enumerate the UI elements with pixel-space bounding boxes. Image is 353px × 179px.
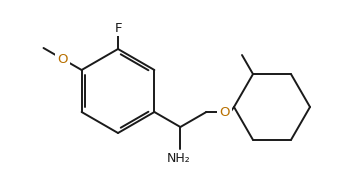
Text: NH₂: NH₂ bbox=[167, 151, 190, 165]
Text: F: F bbox=[114, 21, 122, 35]
Text: O: O bbox=[219, 105, 229, 118]
Text: O: O bbox=[57, 52, 68, 66]
